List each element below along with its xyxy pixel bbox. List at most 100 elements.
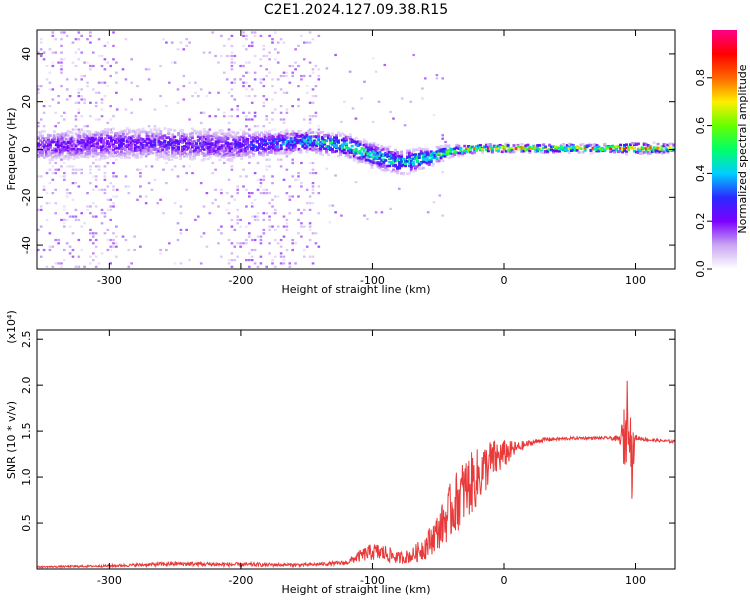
heatmap-cell [276,78,280,81]
heatmap-cell [133,131,137,135]
heatmap-cell [299,135,303,138]
heatmap-cell [42,188,46,191]
heatmap-cell [108,153,111,156]
heatmap-cell [66,141,70,145]
heatmap-cell [413,153,417,156]
heatmap-cell [147,182,151,185]
heatmap-cell [419,167,423,170]
heatmap-cell [102,142,106,146]
heatmap-cell [274,48,277,51]
heatmap-cell [402,157,405,161]
heatmap-cell [279,255,283,258]
heatmap-cell [482,145,486,149]
heatmap-cell [242,132,246,136]
heatmap-cell [431,153,435,157]
heatmap-cell [228,134,232,137]
heatmap-cell [273,152,277,156]
heatmap-cell [218,129,222,132]
heatmap-cell [429,153,433,156]
heatmap-cell [54,188,57,191]
heatmap-cell [48,88,52,91]
heatmap-cell [400,163,404,166]
heatmap-cell [348,155,352,158]
heatmap-cell [117,154,121,158]
heatmap-cell [127,131,131,134]
heatmap-cell [467,149,471,153]
heatmap-cell [155,132,159,136]
heatmap-cell [542,151,546,154]
heatmap-cell [268,158,271,161]
heatmap-cell [109,74,112,78]
heatmap-cell [86,61,89,64]
heatmap-cell [554,148,557,151]
heatmap-cell [366,149,370,153]
heatmap-cell [84,142,88,146]
heatmap-cell [433,151,437,154]
heatmap-cell [115,225,118,228]
heatmap-cell [143,147,147,151]
heatmap-cell [224,137,228,141]
heatmap-cell [433,155,437,158]
heatmap-cell [307,131,311,134]
heatmap-cell [64,132,68,135]
heatmap-cell [358,149,362,153]
heatmap-cell [163,140,167,143]
heatmap-cell [636,148,640,152]
heatmap-cell [577,151,581,154]
heatmap-cell [250,192,254,195]
heatmap-cell [508,147,512,150]
heatmap-cell [613,149,617,153]
heatmap-cell [112,44,115,47]
heatmap-cell [200,143,204,147]
heatmap-cell [202,232,206,235]
heatmap-cell [664,149,668,152]
heatmap-cell [245,175,248,178]
heatmap-cell [259,262,263,265]
heatmap-cell [352,154,356,158]
heatmap-cell [77,48,81,51]
heatmap-cell [103,178,107,181]
heatmap-cell [190,131,194,135]
heatmap-cell [317,74,321,78]
heatmap-cell [411,153,415,157]
heatmap-cell [283,148,287,152]
heatmap-cell [83,222,86,225]
heatmap-cell [104,144,108,148]
heatmap-cell [115,154,119,157]
heatmap-cell [240,157,244,160]
heatmap-cell [262,85,266,88]
heatmap-cell [315,149,319,153]
heatmap-cell [153,135,157,139]
heatmap-cell [305,148,309,151]
heatmap-cell [259,64,263,68]
heatmap-cell [279,147,283,150]
heatmap-cell [163,134,167,137]
heatmap-cell [258,134,261,137]
heatmap-cell [150,165,154,168]
heatmap-cell [565,144,569,147]
heatmap-cell [223,111,226,114]
heatmap-cell [323,147,327,150]
heatmap-cell [305,202,309,205]
heatmap-cell [181,146,184,150]
heatmap-cell [211,202,214,205]
heatmap-cell [265,151,268,155]
heatmap-cell [256,188,260,191]
heatmap-cell [133,248,136,252]
heatmap-cell [165,153,169,157]
heatmap-cell [370,163,374,167]
heatmap-cell [103,192,107,195]
heatmap-cell [421,158,425,161]
heatmap-cell [281,135,285,138]
y-tick-label: 2.0 [20,376,33,394]
heatmap-cell [252,133,256,136]
heatmap-cell [461,151,465,154]
heatmap-cell [287,150,291,153]
heatmap-cell [308,74,312,78]
heatmap-cell [305,150,309,154]
heatmap-cell [348,137,352,141]
heatmap-cell [267,130,271,133]
heatmap-cell [534,148,538,152]
heatmap-cell [297,195,300,198]
heatmap-cell [68,165,72,168]
